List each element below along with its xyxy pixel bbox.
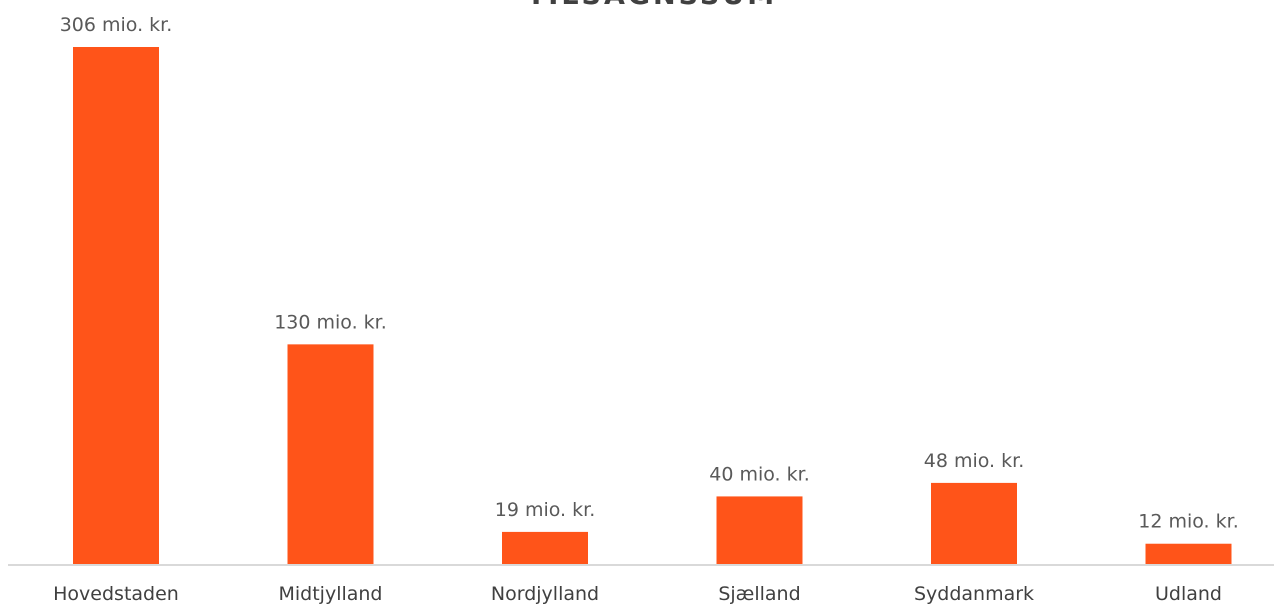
data-label-syddanmark: 48 mio. kr. [924, 450, 1024, 472]
category-label-udland: Udland [1155, 583, 1222, 605]
bars-layer [73, 47, 1232, 564]
bar-udland [1145, 543, 1232, 564]
category-label-nordjylland: Nordjylland [491, 583, 599, 605]
chart-title: TILSAGNSSUM [527, 0, 777, 11]
category-label-hovedstaden: Hovedstaden [53, 583, 179, 605]
bar-midtjylland [287, 344, 374, 564]
category-label-midtjylland: Midtjylland [278, 583, 382, 605]
bar-nordjylland [502, 531, 588, 564]
data-label-udland: 12 mio. kr. [1138, 511, 1238, 533]
data-labels-layer: 306 mio. kr. 130 mio. kr. 19 mio. kr. 40 mi… [60, 14, 1239, 533]
data-label-midtjylland: 130 mio. kr. [274, 311, 387, 333]
data-label-hovedstaden: 306 mio. kr. [60, 14, 173, 36]
category-label-syddanmark: Syddanmark [914, 583, 1034, 605]
bar-hovedstaden [73, 47, 159, 564]
data-label-nordjylland: 19 mio. kr. [495, 499, 595, 521]
category-label-sjaelland: Sjælland [718, 583, 800, 605]
bar-sjaelland [716, 496, 803, 564]
data-label-sjaelland: 40 mio. kr. [709, 463, 809, 485]
category-labels-layer: Hovedstaden Midtjylland Nordjylland Sjællan… [53, 583, 1222, 605]
bar-syddanmark [931, 482, 1017, 564]
